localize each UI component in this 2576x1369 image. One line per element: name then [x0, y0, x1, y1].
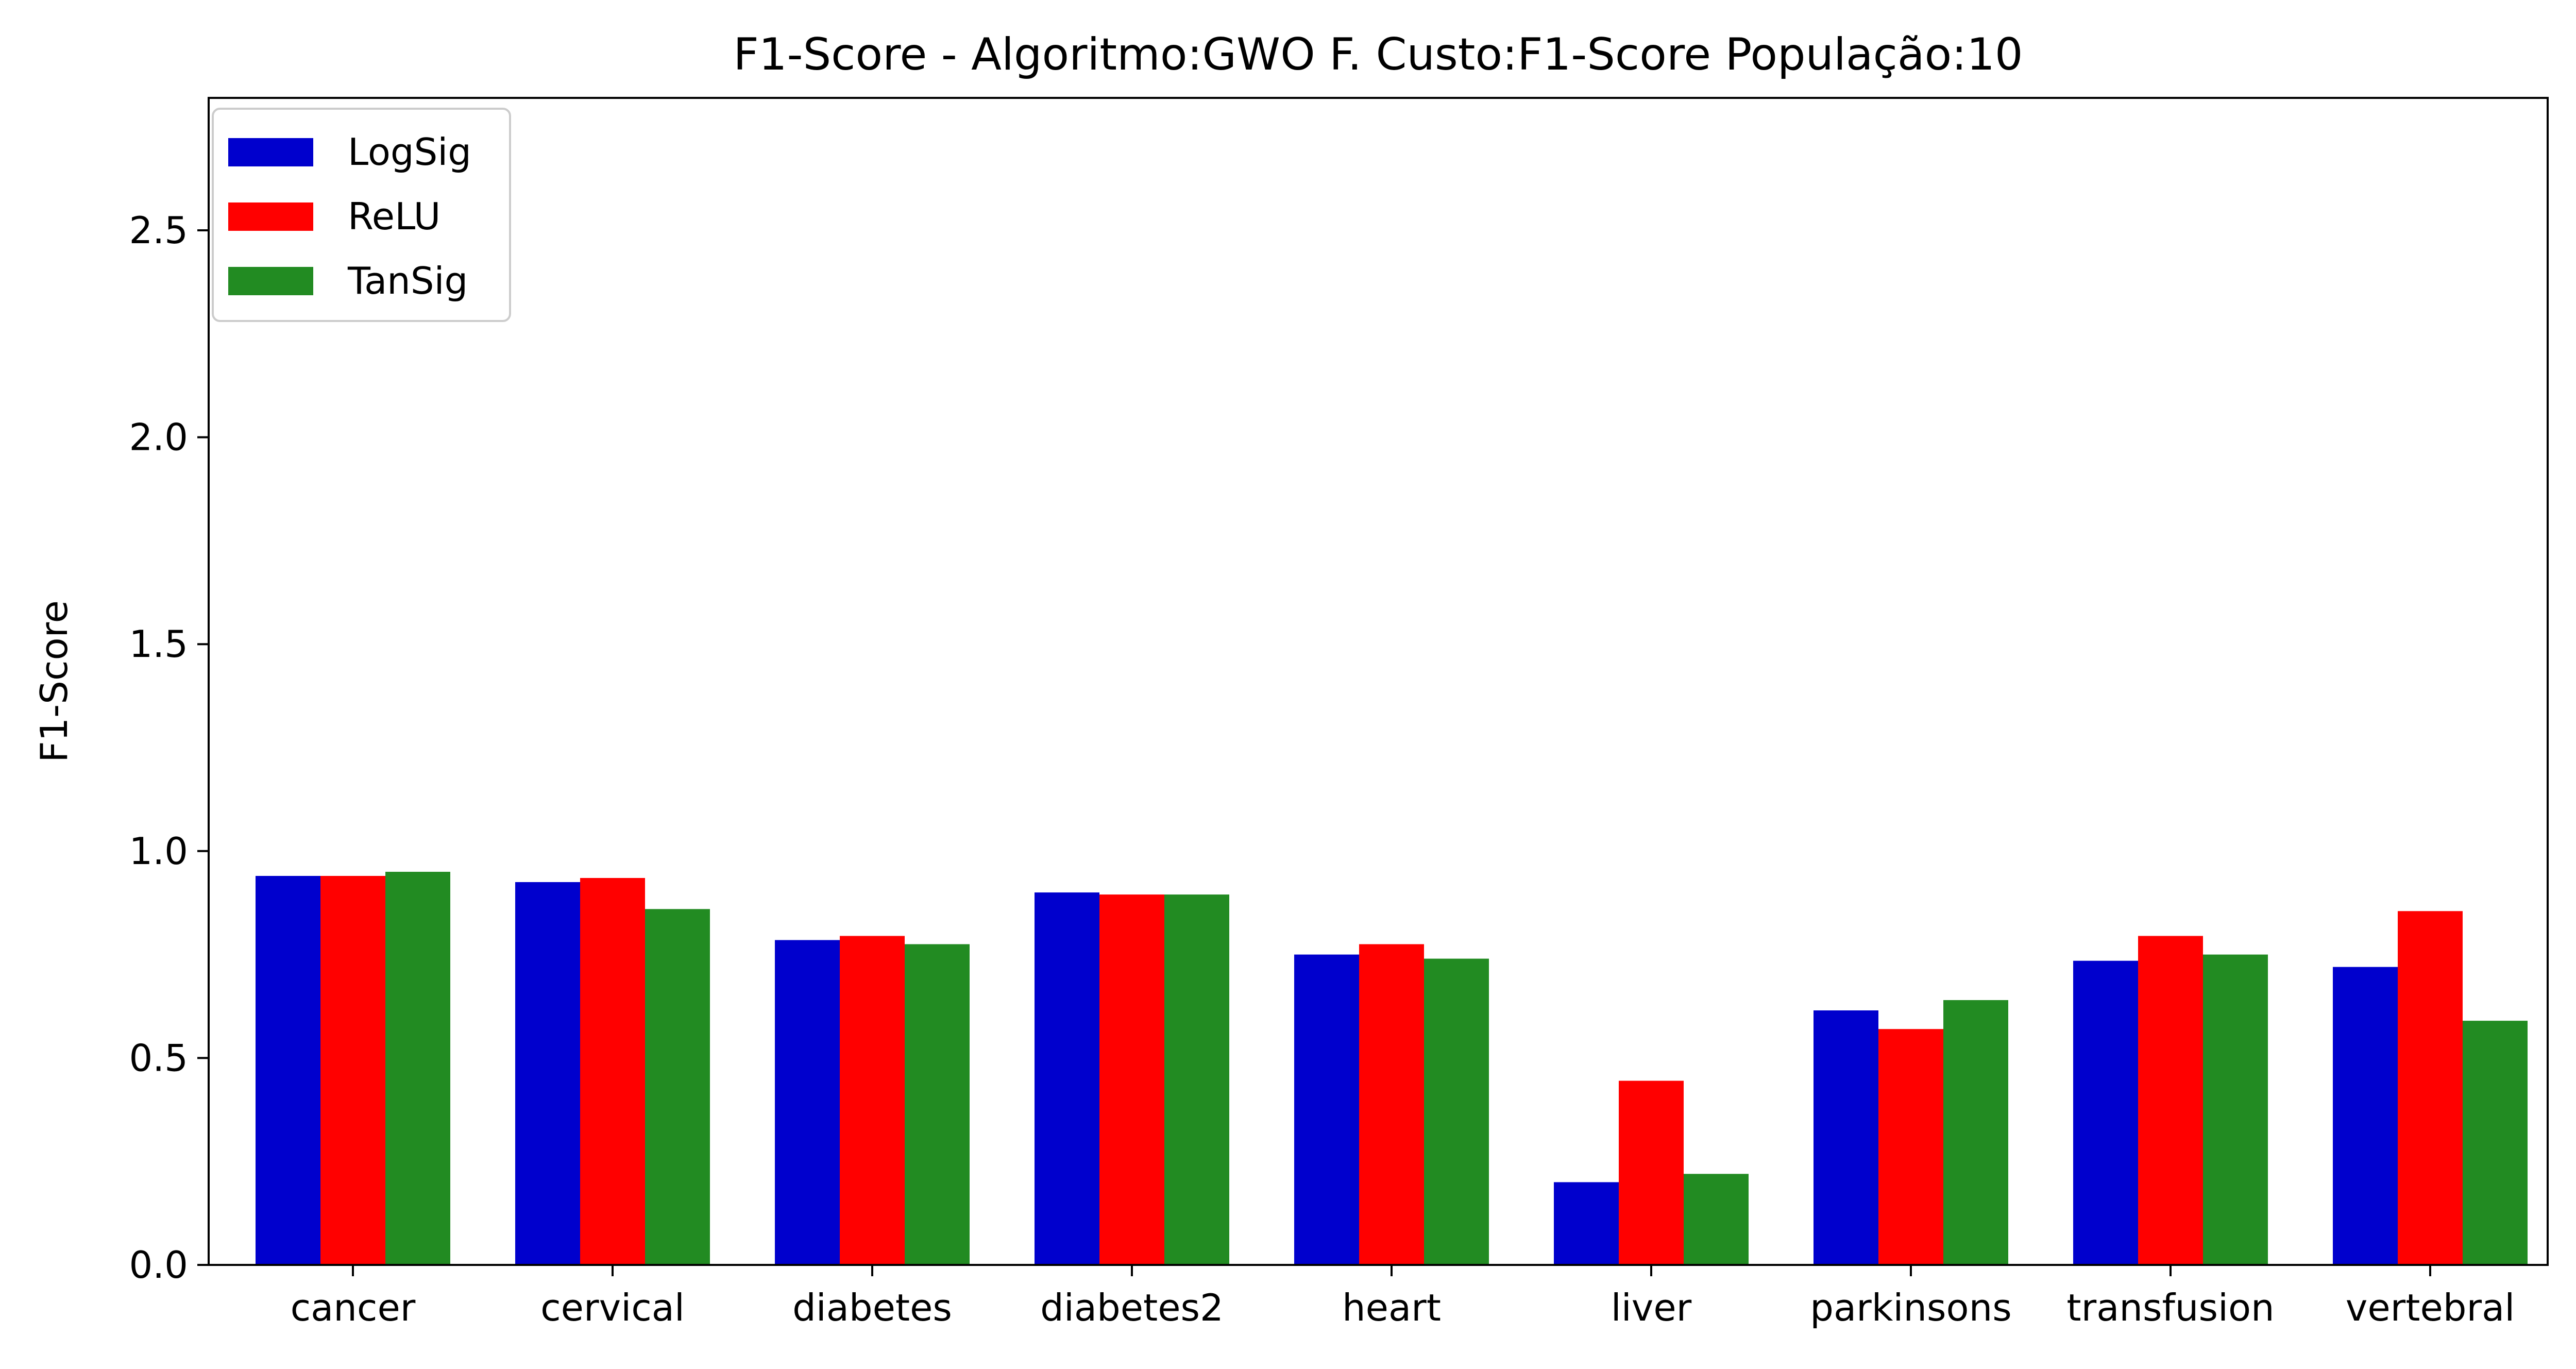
bar-logsig-vertebral [2333, 967, 2398, 1265]
x-tick-label: parkinsons [1810, 1286, 2011, 1329]
legend-swatch-logsig [228, 138, 313, 166]
x-tick-label: diabetes [792, 1286, 952, 1329]
y-tick-label: 1.5 [129, 622, 188, 666]
x-tick-label: liver [1611, 1286, 1692, 1329]
plot-area-frame [208, 97, 2549, 1266]
legend-swatch-tansig [228, 267, 313, 295]
x-tick-label: cancer [291, 1286, 416, 1329]
bar-relu-transfusion [2138, 936, 2203, 1265]
y-tick-label: 1.0 [129, 830, 188, 873]
bar-logsig-diabetes2 [1035, 892, 1099, 1265]
y-tick-label: 0.0 [129, 1243, 188, 1287]
bar-tansig-transfusion [2203, 954, 2268, 1265]
bar-relu-diabetes [840, 936, 905, 1265]
bar-tansig-cervical [645, 909, 710, 1265]
bar-tansig-parkinsons [1943, 1000, 2008, 1265]
bar-tansig-vertebral [2463, 1021, 2528, 1265]
legend-label-tansig: TanSig [347, 259, 468, 302]
legend-swatch-relu [228, 202, 313, 231]
bar-relu-parkinsons [1878, 1029, 1943, 1265]
bar-relu-diabetes2 [1099, 894, 1164, 1265]
y-tick-label: 2.0 [129, 416, 188, 459]
bar-tansig-diabetes2 [1164, 894, 1229, 1265]
bar-logsig-parkinsons [1814, 1010, 1878, 1265]
bar-logsig-transfusion [2073, 960, 2138, 1265]
bar-relu-heart [1359, 944, 1424, 1265]
bar-relu-vertebral [2398, 911, 2463, 1265]
bar-tansig-cancer [385, 872, 450, 1265]
chart-title: F1-Score - Algoritmo:GWO F. Custo:F1-Sco… [733, 29, 2023, 80]
x-tick-label: cervical [540, 1286, 685, 1329]
y-tick-label: 2.5 [129, 209, 188, 252]
x-tick-label: diabetes2 [1040, 1286, 1224, 1329]
bar-relu-cervical [580, 878, 645, 1265]
bar-tansig-liver [1684, 1174, 1749, 1265]
x-tick-label: heart [1342, 1286, 1441, 1329]
y-axis-label: F1-Score [32, 600, 76, 763]
legend-label-relu: ReLU [348, 195, 440, 238]
ticks-layer: 0.0 0.5 1.0 1.5 2.0 2.5 cancer cervical diabetes… [129, 209, 2515, 1329]
y-tick-label: 0.5 [129, 1036, 188, 1079]
bar-tansig-diabetes [905, 944, 970, 1265]
legend-label-logsig: LogSig [348, 130, 471, 174]
bars-layer [256, 872, 2528, 1265]
bar-relu-cancer [320, 876, 385, 1265]
x-tick-label: vertebral [2346, 1286, 2515, 1329]
legend: LogSig ReLU TanSig [212, 108, 511, 322]
bar-tansig-heart [1424, 958, 1489, 1265]
bar-logsig-liver [1554, 1182, 1619, 1265]
bar-logsig-cancer [256, 876, 320, 1265]
bar-logsig-cervical [515, 882, 580, 1265]
bar-logsig-diabetes [775, 940, 840, 1265]
bar-logsig-heart [1294, 954, 1359, 1265]
bar-relu-liver [1619, 1080, 1684, 1265]
x-tick-label: transfusion [2066, 1286, 2274, 1329]
